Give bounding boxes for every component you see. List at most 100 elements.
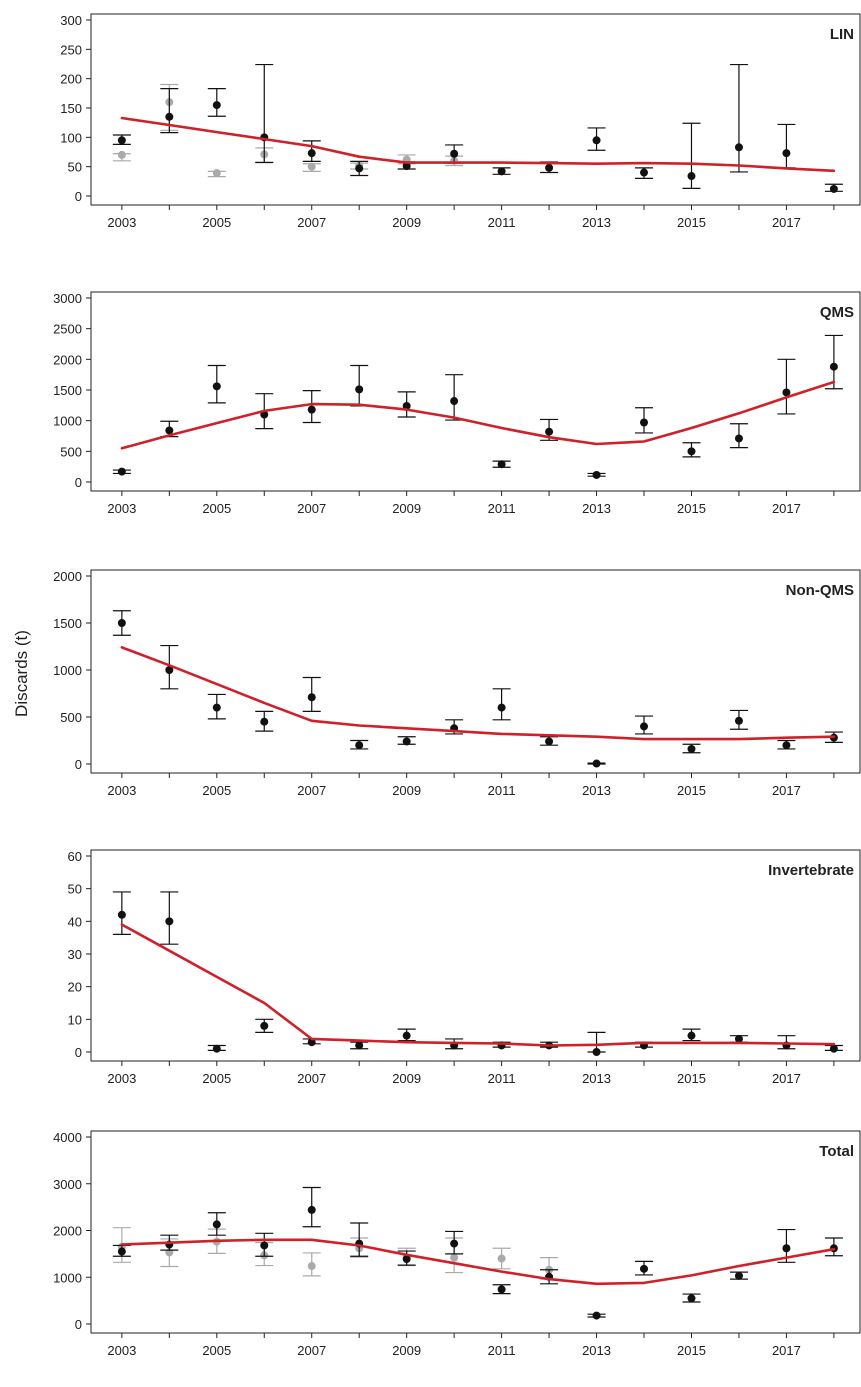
trend-line	[120, 923, 836, 1047]
data-point	[260, 1241, 269, 1250]
data-point	[212, 1220, 221, 1229]
panel-frame	[90, 291, 861, 492]
y-tick-label: 3000	[53, 1177, 82, 1192]
data-point	[117, 136, 126, 145]
data-point	[545, 737, 554, 746]
x-tick-label: 2017	[772, 501, 801, 516]
y-tick-label: 200	[60, 72, 82, 87]
x-tick-label: 2017	[772, 1343, 801, 1358]
data-point	[165, 426, 174, 435]
data-point	[402, 1031, 411, 1040]
data-point	[545, 163, 554, 172]
y-tick-label: 0	[75, 1317, 82, 1332]
data-point	[450, 149, 459, 158]
y-tick-label: 3000	[53, 291, 82, 306]
x-tick-label: 2007	[297, 501, 326, 516]
data-point	[640, 168, 649, 177]
data-point	[402, 1255, 411, 1264]
data-point	[687, 1031, 696, 1040]
panel-non-qms: 0 500 1000 1500 2000 2003 2005 2007 2009 2011 2013…	[53, 569, 861, 798]
x-tick-label: 2013	[582, 215, 611, 230]
y-tick-label: 2000	[53, 352, 82, 367]
data-point	[165, 112, 174, 121]
data-point	[592, 470, 601, 479]
data-point	[592, 136, 601, 145]
y-tick-label: 1000	[53, 1270, 82, 1285]
data-point	[355, 385, 364, 394]
data-point	[497, 703, 506, 712]
x-tick-label: 2005	[202, 1343, 231, 1358]
data-point	[355, 1041, 364, 1050]
y-tick-label: 30	[68, 947, 82, 962]
x-tick-label: 2005	[202, 1071, 231, 1086]
x-tick-label: 2009	[392, 1343, 421, 1358]
data-point	[355, 164, 364, 173]
y-tick-label: 500	[60, 444, 82, 459]
data-point	[212, 101, 221, 110]
panel-invertebrate: 0 10 20 30 40 50 60 2003 2005 2007 2009 2011 2013 201…	[68, 849, 861, 1086]
x-tick-label: 2013	[582, 1343, 611, 1358]
data-point	[640, 1264, 649, 1273]
x-tick-label: 2011	[488, 501, 516, 516]
x-tick-label: 2013	[582, 501, 611, 516]
data-point	[165, 666, 174, 674]
data-point	[497, 167, 506, 176]
panel-title: QMS	[820, 304, 854, 321]
x-tick-label: 2007	[297, 783, 326, 798]
x-tick-label: 2011	[488, 1071, 516, 1086]
x-tick-label: 2007	[297, 215, 326, 230]
panel-title: Invertebrate	[768, 862, 854, 879]
y-tick-label: 2000	[53, 1224, 82, 1239]
x-tick-label: 2003	[107, 501, 136, 516]
x-tick-label: 2003	[107, 783, 136, 798]
data-point	[782, 1244, 791, 1253]
data-point	[450, 1239, 459, 1248]
data-point	[545, 427, 554, 436]
panel-title: Total	[819, 1143, 854, 1160]
y-tick-label: 40	[68, 914, 82, 929]
x-tick-label: 2015	[677, 1343, 706, 1358]
data-point	[687, 1294, 696, 1303]
x-tick-label: 2009	[392, 501, 421, 516]
x-tick-label: 2011	[488, 1343, 516, 1358]
panel-frame	[90, 849, 861, 1062]
trend-line	[120, 380, 836, 450]
data-point	[497, 460, 506, 469]
x-tick-label: 2015	[677, 501, 706, 516]
data-point	[497, 1254, 506, 1263]
data-point	[117, 467, 126, 476]
data-point	[117, 150, 126, 159]
trend-line	[120, 116, 836, 173]
y-tick-label: 1000	[53, 414, 82, 429]
x-tick-label: 2017	[772, 215, 801, 230]
y-tick-label: 50	[68, 882, 82, 897]
y-tick-label: 10	[68, 1012, 82, 1027]
x-tick-label: 2017	[772, 783, 801, 798]
data-point	[307, 405, 316, 414]
trend-line	[120, 646, 836, 741]
x-tick-label: 2011	[488, 215, 516, 230]
x-tick-label: 2015	[677, 783, 706, 798]
data-point	[117, 1247, 126, 1256]
y-tick-label: 1500	[53, 383, 82, 398]
y-tick-label: 250	[60, 42, 82, 57]
data-point	[782, 149, 791, 158]
data-point	[402, 401, 411, 410]
data-point	[402, 737, 411, 746]
data-point	[307, 1205, 316, 1214]
y-tick-label: 500	[60, 710, 82, 725]
data-point	[307, 149, 316, 158]
data-point	[829, 184, 838, 193]
data-point	[687, 447, 696, 456]
y-tick-label: 0	[75, 189, 82, 204]
x-tick-label: 2003	[107, 1343, 136, 1358]
data-point	[450, 1253, 459, 1262]
data-point	[687, 172, 696, 181]
data-point	[117, 910, 126, 919]
data-point	[829, 362, 838, 371]
data-point	[782, 741, 791, 750]
data-point	[829, 1044, 838, 1053]
data-point	[307, 162, 316, 171]
